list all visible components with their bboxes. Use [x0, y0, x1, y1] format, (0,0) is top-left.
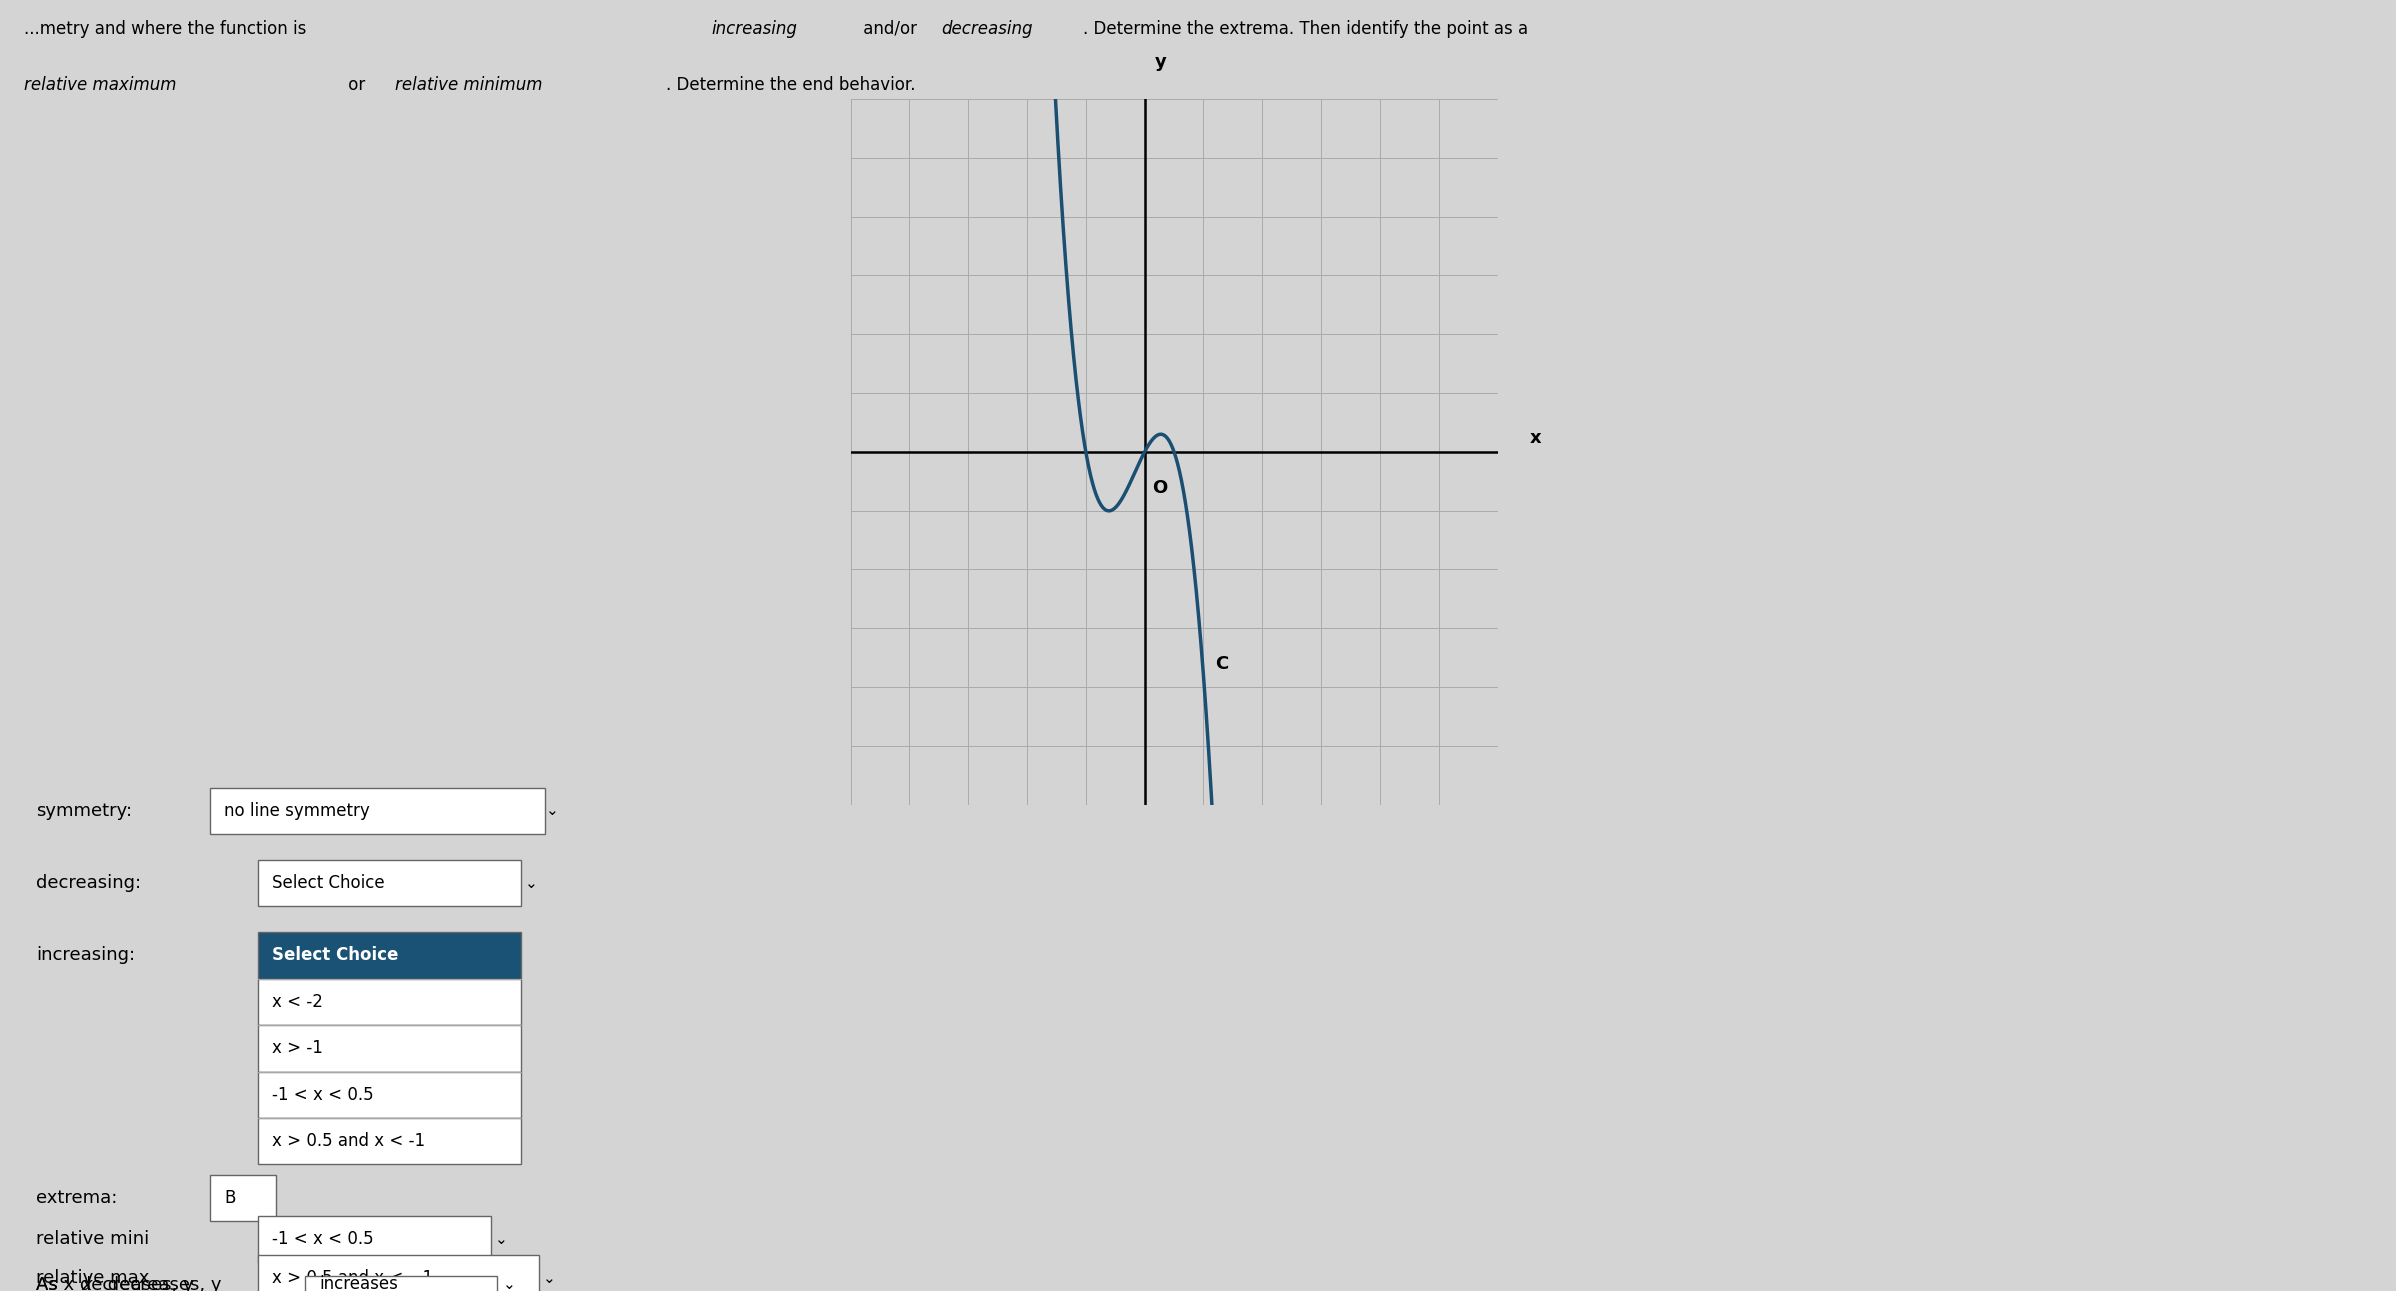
Bar — [259, 1118, 522, 1164]
Bar — [259, 1255, 539, 1291]
Bar — [259, 979, 522, 1025]
Text: x > 0.5 and x < -1: x > 0.5 and x < -1 — [273, 1132, 424, 1150]
Text: relative minimum: relative minimum — [395, 76, 544, 94]
Text: x < -2: x < -2 — [273, 993, 323, 1011]
Text: O: O — [1152, 479, 1167, 497]
Text: ⌄: ⌄ — [525, 875, 537, 891]
Text: -1 < x < 0.5: -1 < x < 0.5 — [273, 1086, 374, 1104]
Text: or: or — [343, 76, 369, 94]
Text: decreasing:: decreasing: — [36, 874, 141, 892]
Text: decreases, y: decreases, y — [101, 1276, 220, 1291]
Text: increasing: increasing — [712, 19, 798, 37]
Bar — [259, 1025, 522, 1072]
Text: C: C — [1215, 656, 1229, 674]
Bar — [259, 860, 522, 906]
Text: relative mini: relative mini — [36, 1230, 149, 1248]
Text: increases: increases — [321, 1276, 398, 1291]
Text: ⌄: ⌄ — [496, 1232, 508, 1247]
Text: B: B — [225, 1189, 235, 1207]
Text: y: y — [1155, 53, 1167, 71]
Text: Select Choice: Select Choice — [273, 874, 386, 892]
Text: relative maximum: relative maximum — [24, 76, 177, 94]
Text: ⌄: ⌄ — [541, 1270, 556, 1286]
Text: x > 0.5 and x < −1: x > 0.5 and x < −1 — [273, 1269, 434, 1287]
Text: extrema:: extrema: — [36, 1189, 117, 1207]
Bar — [211, 788, 546, 834]
Bar — [307, 1276, 498, 1291]
Bar — [259, 1216, 491, 1263]
Text: . Determine the extrema. Then identify the point as a: . Determine the extrema. Then identify t… — [1083, 19, 1529, 37]
Text: . Determine the end behavior.: . Determine the end behavior. — [666, 76, 915, 94]
Text: x: x — [1531, 429, 1541, 447]
Text: -1 < x < 0.5: -1 < x < 0.5 — [273, 1230, 374, 1248]
Text: no line symmetry: no line symmetry — [225, 802, 369, 820]
Text: increasing:: increasing: — [36, 946, 134, 964]
Text: ...metry and where the function is: ...metry and where the function is — [24, 19, 311, 37]
Text: decreasing: decreasing — [942, 19, 1033, 37]
Text: ⌄: ⌄ — [546, 803, 558, 818]
Text: symmetry:: symmetry: — [36, 802, 132, 820]
Text: As: As — [36, 1276, 62, 1291]
Text: ⌄: ⌄ — [503, 1277, 515, 1291]
Text: and/or: and/or — [858, 19, 922, 37]
Text: As ​x decreases, y: As ​x decreases, y — [36, 1276, 194, 1291]
Bar — [259, 1072, 522, 1118]
Text: Select Choice: Select Choice — [273, 946, 398, 964]
Bar — [259, 932, 522, 979]
Text: x > -1: x > -1 — [273, 1039, 323, 1057]
Text: x: x — [81, 1276, 91, 1291]
Text: relative max: relative max — [36, 1269, 149, 1287]
Bar — [211, 1175, 276, 1221]
